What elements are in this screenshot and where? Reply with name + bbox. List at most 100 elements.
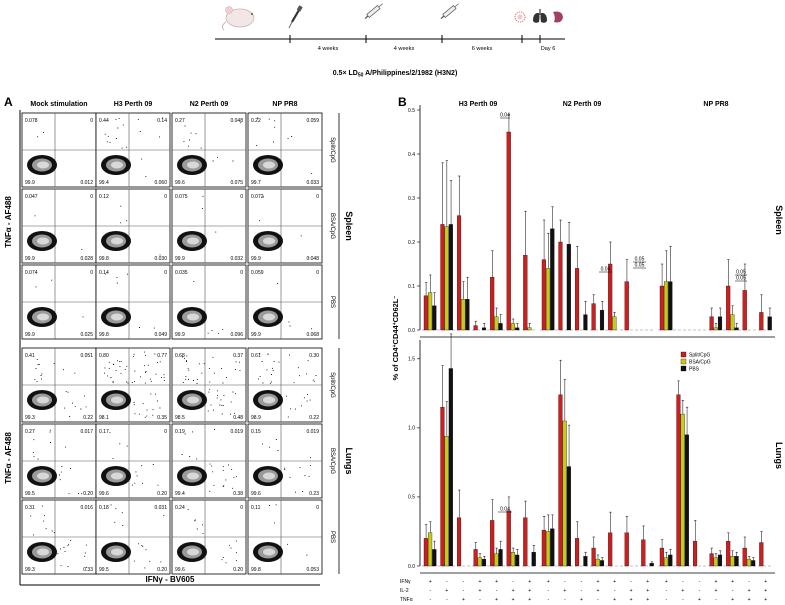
flow-plot: 0.22 0.059 99.7 0.033 (247, 112, 323, 188)
bar (746, 558, 751, 567)
bar (490, 277, 495, 331)
bar (428, 532, 433, 567)
flow-population-core (187, 396, 199, 404)
bar (608, 263, 613, 331)
tissue-label-spleen: Spleen (344, 211, 354, 241)
day-label: Day 6 (541, 46, 556, 52)
tissue-label: Spleen (774, 205, 784, 235)
bar (465, 299, 470, 331)
bar (566, 466, 571, 567)
bar (550, 228, 555, 331)
marker-sign: - (429, 597, 431, 603)
flow-population-core (111, 237, 123, 245)
legend-label-bsa: BSA/CpG (689, 360, 711, 366)
timeline-ticks (289, 35, 541, 43)
y-tick-label: 0.2 (408, 240, 415, 246)
quadrant-value-ll: 99.6 (251, 491, 261, 497)
flow-plot: 0.17 0 99.6 0.20 (95, 423, 171, 499)
bar (432, 305, 437, 331)
marker-sign: + (528, 597, 531, 603)
quadrant-value-ur: 0 (90, 194, 93, 200)
interval-label-2: 4 weeks (394, 46, 415, 52)
quadrant-value-ul: 0.072 (251, 194, 264, 200)
legend-swatch-pbs (680, 365, 687, 372)
bar (726, 540, 731, 567)
timeline: 4 weeks 4 weeks 6 weeks Day 6 0.5× LD50 … (215, 3, 565, 79)
column-header-1: H3 Perth 09 (114, 101, 153, 108)
bar (473, 549, 478, 567)
flow-plot: 0.61 0.30 98.9 0.22 (247, 347, 323, 423)
y-tick-label: 1.5 (408, 357, 415, 363)
bar (523, 517, 528, 567)
bar (531, 552, 536, 567)
marker-sign: + (731, 579, 734, 585)
marker-sign: - (512, 579, 514, 585)
marker-sign: + (646, 597, 649, 603)
stat-annotation-spleen-np-a: 0.05 (735, 270, 747, 276)
panel-a-y-axis-label-lungs: TNFα - AF488 (4, 432, 13, 484)
quadrant-value-lr: 0.22 (309, 415, 319, 421)
chart-panel-spleen: 0.0 0.1 0.2 0.3 0.4 0.5 H3 Perth 09 N2 Perth 09… (408, 101, 784, 338)
bar (713, 327, 718, 331)
flow-population-core (263, 396, 275, 404)
quadrant-value-lr: 0.075 (230, 180, 243, 186)
quadrant-value-ll: 99.6 (175, 180, 185, 186)
flow-plot: 0.44 0.14 99.4 0.060 (95, 112, 171, 188)
quadrant-value-lr: 0.028 (80, 256, 93, 262)
marker-sign: - (699, 588, 701, 594)
bar (558, 241, 563, 331)
stat-label: 0.05 (635, 263, 645, 269)
quadrant-value-ll: 99.8 (251, 567, 261, 573)
chart-panel-lungs: 0.0 0.5 1.0 1.5 Lungs (408, 333, 784, 574)
quadrant-value-ll: 99.3 (25, 415, 35, 421)
antigen-header: H3 Perth 09 (459, 101, 498, 108)
marker-sign: + (528, 588, 531, 594)
bar (759, 312, 764, 331)
bar (595, 558, 600, 567)
quadrant-value-ll: 99.7 (251, 180, 261, 186)
stat-annotation-lungs-h3: 0.04 (498, 507, 512, 513)
quadrant-value-ur: 0.14 (157, 118, 167, 124)
quadrant-value-ur: 0 (240, 270, 243, 276)
marker-sign: - (581, 588, 583, 594)
flow-population-core (37, 472, 49, 480)
bar (583, 314, 588, 331)
marker-sign: + (715, 588, 718, 594)
marker-sign: - (614, 588, 616, 594)
flow-population-core (263, 161, 275, 169)
panel-a-y-axis-label-spleen: TNFα - AF488 (4, 196, 13, 248)
stat-annotation-spleen-h3: 0.04 (500, 113, 510, 119)
quadrant-value-ll: 99.5 (25, 491, 35, 497)
bar (624, 532, 629, 567)
bar (599, 310, 605, 331)
bar (692, 540, 698, 567)
flow-population-core (37, 237, 49, 245)
marker-sign: + (613, 579, 616, 585)
virus-icon (514, 11, 526, 23)
quadrant-value-ul: 0.24 (175, 505, 185, 511)
flow-plot: 0.072 0 99.9 0.048 (247, 188, 323, 264)
bar (599, 560, 605, 567)
bar (541, 259, 546, 331)
quadrant-value-ur: 0 (90, 270, 93, 276)
bar (456, 517, 462, 567)
marker-sign: + (698, 597, 701, 603)
bar (713, 557, 718, 567)
bar (649, 563, 654, 567)
quadrant-value-lr: 0.048 (306, 256, 319, 262)
marker-sign: - (581, 579, 583, 585)
flow-population-core (111, 313, 123, 321)
marker-label: IFNγ (400, 579, 411, 585)
bar (684, 434, 689, 567)
flow-plot: 0.074 0 99.9 0.025 (21, 264, 97, 340)
flow-row-3: 0.41 0.051 99.3 0.22 0.80 0.77 98.1 0.35 0.68 0.3… (21, 347, 323, 423)
quadrant-value-ul: 0.80 (99, 353, 109, 359)
panel-b: B 0.0 0.1 0.2 0.3 0.4 0.5 H3 Perth 09 N2 Perth … (391, 95, 784, 603)
bar (566, 244, 571, 331)
marker-sign: + (495, 597, 498, 603)
quadrant-value-ur: 0 (316, 505, 319, 511)
quadrant-value-ll: 98.5 (175, 415, 185, 421)
quadrant-value-ll: 99.6 (175, 567, 185, 573)
